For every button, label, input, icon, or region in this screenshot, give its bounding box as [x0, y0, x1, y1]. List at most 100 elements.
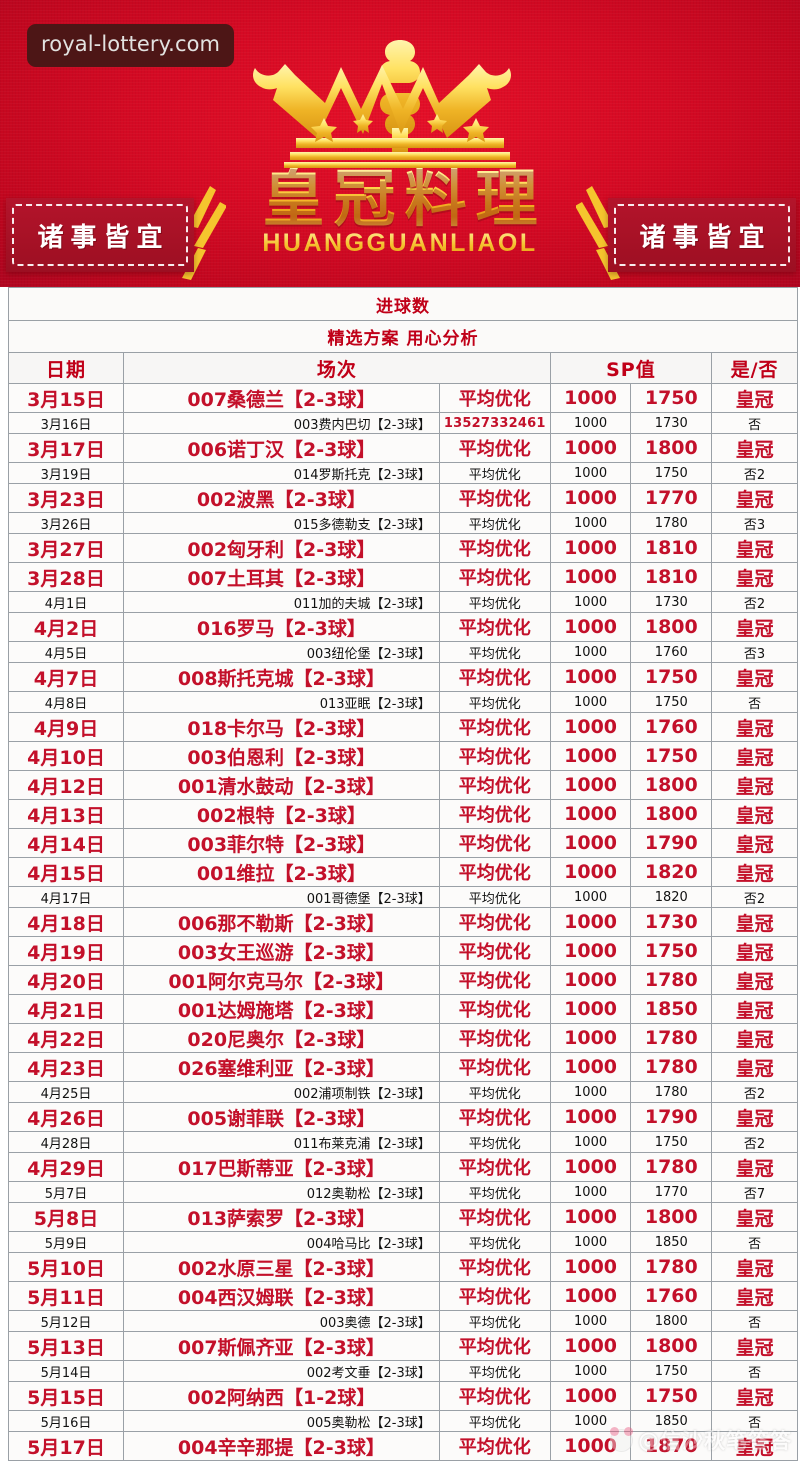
cell-date: 5月8日 [8, 1202, 124, 1232]
cell-sp-stake: 1000 [549, 994, 632, 1024]
table-row: 4月14日 003菲尔特【2-3球】 平均优化 1000 1790 皇冠 [8, 828, 798, 858]
cell-sp-odds: 1780 [630, 1152, 713, 1182]
cell-sp-odds: 1750 [630, 383, 713, 413]
ribbon-right-label: 诸事皆宜 [639, 222, 772, 253]
cell-result: 皇冠 [711, 533, 798, 563]
cell-sp-odds: 1850 [630, 994, 713, 1024]
column-header-result: 是/否 [711, 352, 798, 384]
cell-sp-stake: 1000 [549, 662, 632, 692]
cell-optimization: 平均优化 [438, 886, 551, 908]
cell-sp-odds: 1810 [630, 533, 713, 563]
cell-sp-odds: 1780 [630, 1052, 713, 1082]
cell-match: 011加的夫城【2-3球】 [123, 591, 440, 613]
cell-sp-stake: 1000 [549, 1181, 632, 1203]
cell-result: 皇冠 [711, 383, 798, 413]
cell-sp-stake: 1000 [549, 462, 632, 484]
cell-result: 否2 [711, 462, 798, 484]
cell-result: 皇冠 [711, 857, 798, 887]
cell-sp-stake: 1000 [549, 562, 632, 592]
cell-date: 3月16日 [8, 412, 124, 434]
cell-match: 003伯恩利【2-3球】 [123, 741, 440, 771]
cell-optimization: 平均优化 [438, 1360, 551, 1382]
cell-match: 003费内巴切【2-3球】 [123, 412, 440, 434]
cell-sp-stake: 1000 [549, 936, 632, 966]
cell-optimization: 平均优化 [438, 1310, 551, 1332]
cell-sp-stake: 1000 [549, 1281, 632, 1311]
table-row: 3月19日 014罗斯托克【2-3球】 平均优化 1000 1750 否2 [8, 462, 798, 484]
cell-result: 皇冠 [711, 1281, 798, 1311]
cell-date: 4月10日 [8, 741, 124, 771]
cell-match: 013亚眠【2-3球】 [123, 691, 440, 713]
table-header-row: 日期 场次 SP值 是/否 [8, 352, 798, 384]
cell-date: 4月7日 [8, 662, 124, 692]
cell-date: 4月9日 [8, 712, 124, 742]
cell-optimization: 平均优化 [438, 1081, 551, 1103]
cell-match: 001维拉【2-3球】 [123, 857, 440, 887]
cell-optimization: 平均优化 [438, 483, 551, 513]
cell-date: 3月17日 [8, 433, 124, 463]
cell-date: 4月14日 [8, 828, 124, 858]
cell-date: 5月9日 [8, 1231, 124, 1253]
cell-sp-odds: 1820 [630, 886, 713, 908]
cell-match: 006诺丁汉【2-3球】 [123, 433, 440, 463]
cell-result: 否2 [711, 1081, 798, 1103]
cell-match: 002波黑【2-3球】 [123, 483, 440, 513]
cell-sp-odds: 1780 [630, 512, 713, 534]
table-row: 5月13日 007斯佩齐亚【2-3球】 平均优化 1000 1800 皇冠 [8, 1331, 798, 1361]
cell-optimization: 平均优化 [438, 828, 551, 858]
cell-match: 012奥勒松【2-3球】 [123, 1181, 440, 1203]
cell-date: 3月23日 [8, 483, 124, 513]
cell-optimization: 平均优化 [438, 1252, 551, 1282]
cell-optimization: 平均优化 [438, 1231, 551, 1253]
cell-result: 皇冠 [711, 712, 798, 742]
table-row: 4月12日 001清水鼓动【2-3球】 平均优化 1000 1800 皇冠 [8, 770, 798, 800]
cell-date: 4月13日 [8, 799, 124, 829]
cell-sp-stake: 1000 [549, 886, 632, 908]
cell-date: 4月2日 [8, 612, 124, 642]
table-row: 4月29日 017巴斯蒂亚【2-3球】 平均优化 1000 1780 皇冠 [8, 1152, 798, 1182]
table-row: 4月9日 018卡尔马【2-3球】 平均优化 1000 1760 皇冠 [8, 712, 798, 742]
table-row: 5月7日 012奥勒松【2-3球】 平均优化 1000 1770 否7 [8, 1181, 798, 1203]
cell-optimization: 平均优化 [438, 562, 551, 592]
cell-result: 否 [711, 1231, 798, 1253]
cell-sp-stake: 1000 [549, 712, 632, 742]
cell-sp-odds: 1770 [630, 1181, 713, 1203]
cell-match: 018卡尔马【2-3球】 [123, 712, 440, 742]
crown-icon [0, 34, 800, 174]
table-row: 5月15日 002阿纳西【1-2球】 平均优化 1000 1750 皇冠 [8, 1381, 798, 1411]
table-row: 4月22日 020尼奥尔【2-3球】 平均优化 1000 1780 皇冠 [8, 1023, 798, 1053]
cell-sp-odds: 1750 [630, 1360, 713, 1382]
cell-result: 皇冠 [711, 1252, 798, 1282]
column-header-sp: SP值 [549, 352, 713, 384]
cell-sp-odds: 1750 [630, 741, 713, 771]
table-body: 进球数 精选方案 用心分析 日期 场次 SP值 是/否 3月15日 007桑德兰【… [8, 287, 798, 1461]
cell-sp-stake: 1000 [549, 1023, 632, 1053]
cell-date: 4月18日 [8, 907, 124, 937]
cell-result: 否7 [711, 1181, 798, 1203]
cell-sp-stake: 1000 [549, 1102, 632, 1132]
cell-date: 4月17日 [8, 886, 124, 908]
cell-date: 4月21日 [8, 994, 124, 1024]
cell-sp-odds: 1760 [630, 712, 713, 742]
cell-date: 3月27日 [8, 533, 124, 563]
cell-match: 017巴斯蒂亚【2-3球】 [123, 1152, 440, 1182]
cell-sp-stake: 1000 [549, 412, 632, 434]
cell-sp-stake: 1000 [549, 483, 632, 513]
table-subtitle-row: 精选方案 用心分析 [8, 320, 798, 353]
cell-result: 皇冠 [711, 1152, 798, 1182]
cell-result: 否 [711, 1310, 798, 1332]
column-header-date: 日期 [8, 352, 124, 384]
predictions-table: 进球数 精选方案 用心分析 日期 场次 SP值 是/否 3月15日 007桑德兰【… [8, 287, 798, 1461]
cell-optimization: 平均优化 [438, 1431, 551, 1461]
cell-sp-stake: 1000 [549, 1202, 632, 1232]
table-row: 5月8日 013萨索罗【2-3球】 平均优化 1000 1800 皇冠 [8, 1202, 798, 1232]
cell-match: 013萨索罗【2-3球】 [123, 1202, 440, 1232]
table-row: 4月8日 013亚眠【2-3球】 平均优化 1000 1750 否 [8, 691, 798, 713]
table-row: 4月23日 026塞维利亚【2-3球】 平均优化 1000 1780 皇冠 [8, 1052, 798, 1082]
site-url-badge[interactable]: royal-lottery.com [27, 24, 235, 67]
cell-match: 016罗马【2-3球】 [123, 612, 440, 642]
cell-sp-stake: 1000 [549, 1131, 632, 1153]
table-row: 4月7日 008斯托克城【2-3球】 平均优化 1000 1750 皇冠 [8, 662, 798, 692]
cell-sp-odds: 1800 [630, 770, 713, 800]
cell-optimization: 平均优化 [438, 994, 551, 1024]
